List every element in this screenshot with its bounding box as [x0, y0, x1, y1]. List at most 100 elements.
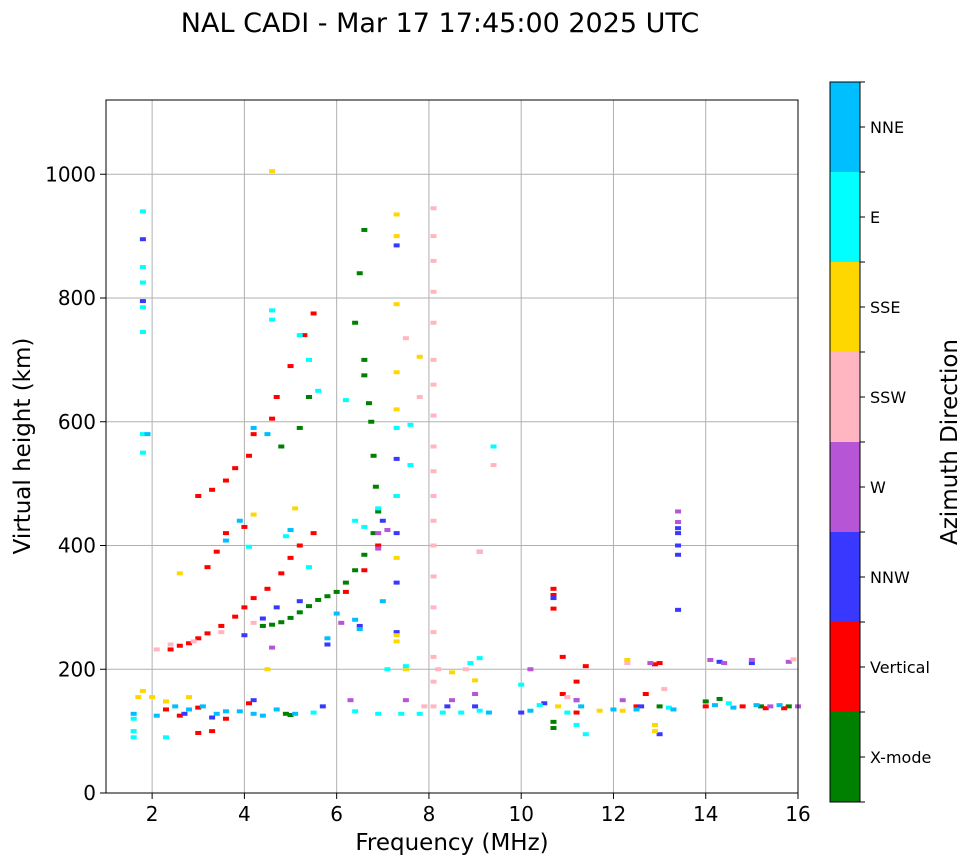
scatter-point-e	[393, 494, 400, 498]
scatter-point-e	[725, 701, 732, 706]
scatter-point-vertical	[222, 478, 229, 483]
scatter-point-e	[361, 524, 368, 529]
x-tick-label: 2	[146, 802, 159, 826]
x-tick-label: 4	[238, 802, 251, 826]
scatter-point-nnw	[324, 642, 331, 647]
plot-frame	[105, 99, 799, 794]
scatter-point-ssw	[190, 639, 197, 644]
scatter-point-nnw	[716, 659, 723, 664]
scatter-point-x-mode	[361, 373, 368, 378]
scatter-point-e	[352, 518, 359, 523]
scatter-point-ssw	[430, 289, 437, 294]
scatter-point-vertical	[651, 662, 658, 667]
scatter-point-nne	[287, 528, 294, 533]
scatter-point-e	[282, 534, 289, 539]
scatter-point-e	[130, 729, 137, 734]
scatter-point-ssw	[430, 574, 437, 579]
scatter-point-x-mode	[375, 509, 382, 514]
scatter-point-vertical	[204, 565, 211, 570]
colorbar-tick-label: X-mode	[870, 748, 931, 767]
scatter-point-sse	[393, 370, 400, 375]
scatter-point-nne	[259, 713, 266, 718]
colorbar-segment	[830, 352, 860, 442]
scatter-point-e	[342, 398, 349, 403]
scatter-point-nne	[186, 707, 193, 712]
scatter-point-nne	[144, 432, 151, 437]
scatter-point-x-mode	[296, 425, 303, 430]
scatter-point-w	[527, 667, 534, 672]
scatter-point-nnw	[393, 630, 400, 635]
scatter-point-nnw	[259, 616, 266, 621]
scatter-point-x-mode	[278, 620, 285, 625]
scatter-point-e	[564, 710, 571, 715]
x-tick-label: 16	[785, 802, 810, 826]
scatter-point-nnw	[675, 543, 682, 548]
scatter-point-nnw	[541, 701, 548, 706]
scatter-point-vertical	[246, 453, 253, 458]
scatter-point-nnw	[393, 243, 400, 248]
scatter-point-sse	[393, 302, 400, 307]
scatter-point-nnw	[379, 518, 386, 523]
scatter-point-nne	[527, 708, 534, 713]
scatter-point-x-mode	[315, 597, 322, 602]
scatter-point-ssw	[430, 444, 437, 449]
colorbar-tick-label: W	[870, 478, 886, 497]
scatter-point-sse	[269, 169, 276, 174]
scatter-point-e	[518, 682, 525, 687]
scatter-point-vertical	[195, 636, 202, 641]
scatter-point-ssw	[430, 605, 437, 610]
scatter-point-e	[384, 667, 391, 672]
chart-title: NAL CADI - Mar 17 17:45:00 2025 UTC	[181, 8, 699, 39]
scatter-point-nnw	[393, 531, 400, 536]
scatter-point-nne	[356, 627, 363, 632]
scatter-point-ssw	[430, 543, 437, 548]
scatter-point-x-mode	[356, 271, 363, 276]
scatter-point-ssw	[430, 357, 437, 362]
scatter-point-w	[619, 698, 626, 703]
scatter-point-x-mode	[352, 320, 359, 325]
scatter-point-sse	[416, 354, 423, 359]
grid-lines	[106, 100, 799, 794]
y-axis-ticks: 0 200 400 600 800 1000	[45, 162, 106, 805]
scatter-point-w	[785, 659, 792, 664]
scatter-point-nnw	[550, 596, 557, 601]
scatter-point-ssw	[167, 642, 174, 647]
scatter-point-vertical	[287, 555, 294, 560]
scatter-point-vertical	[204, 631, 211, 636]
scatter-point-e	[130, 735, 137, 740]
scatter-point-nne	[236, 709, 243, 714]
scatter-point-e	[310, 710, 317, 715]
scatter-point-sse	[393, 234, 400, 239]
scatter-point-nnw	[656, 732, 663, 737]
scatter-point-x-mode	[282, 711, 289, 716]
scatter-point-nne	[292, 711, 299, 716]
scatter-point-x-mode	[278, 444, 285, 449]
scatter-point-sse	[186, 695, 193, 700]
scatter-point-x-mode	[550, 726, 557, 731]
scatter-point-nnw	[675, 552, 682, 557]
x-tick-label: 6	[330, 802, 343, 826]
scatter-point-nne	[213, 711, 220, 716]
scatter-point-e	[139, 450, 146, 455]
scatter-point-nne	[753, 703, 760, 708]
scatter-point-vertical	[342, 589, 349, 594]
scatter-point-nnw	[356, 623, 363, 628]
scatter-point-nne	[610, 707, 617, 712]
scatter-point-vertical	[209, 729, 216, 734]
scatter-point-e	[139, 265, 146, 270]
scatter-point-vertical	[232, 466, 239, 471]
colorbar-label: Azimuth Direction	[937, 339, 963, 545]
scatter-point-vertical	[246, 701, 253, 706]
scatter-point-nnw	[250, 698, 257, 703]
scatter-point-vertical	[702, 704, 709, 709]
y-tick-label: 200	[58, 657, 96, 681]
scatter-point-nne	[730, 705, 737, 710]
scatter-point-vertical	[222, 531, 229, 536]
x-axis-ticks: 2 4 6 8 10 12 14 16	[146, 793, 811, 826]
scatter-point-e	[439, 710, 446, 715]
scatter-point-x-mode	[352, 568, 359, 573]
scatter-point-nne	[172, 704, 179, 709]
scatter-point-vertical	[762, 706, 769, 711]
scatter-point-sse	[292, 506, 299, 511]
scatter-point-e	[398, 711, 405, 716]
